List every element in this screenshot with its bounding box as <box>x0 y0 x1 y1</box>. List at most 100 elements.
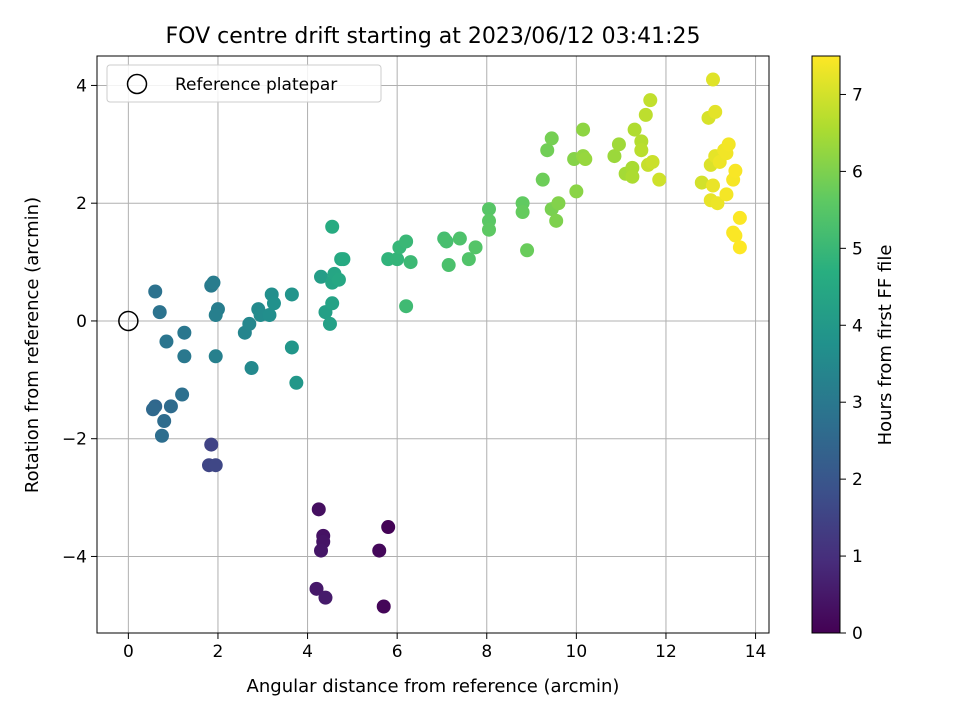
data-point <box>159 334 174 349</box>
data-point <box>399 234 414 249</box>
x-tick-label: 0 <box>123 642 134 662</box>
data-point <box>177 349 192 364</box>
data-point <box>643 93 658 108</box>
data-point <box>309 581 324 596</box>
data-point <box>706 178 720 193</box>
data-point <box>376 599 391 614</box>
colorbar-tick-label: 7 <box>852 85 863 105</box>
data-point <box>625 169 640 184</box>
data-point <box>551 196 566 211</box>
x-tick-label: 8 <box>481 642 492 662</box>
data-point <box>372 543 387 558</box>
x-tick-label: 12 <box>655 642 677 662</box>
data-point <box>578 152 593 167</box>
data-point <box>314 543 328 558</box>
data-point <box>262 308 277 323</box>
data-point <box>638 107 653 122</box>
data-point <box>403 255 418 270</box>
x-tick-label: 4 <box>302 642 313 662</box>
data-point <box>535 172 550 187</box>
data-point <box>439 234 454 249</box>
y-tick-label: 2 <box>76 194 87 214</box>
data-point <box>325 296 340 311</box>
x-tick-label: 2 <box>213 642 224 662</box>
data-point <box>634 143 649 158</box>
data-points <box>146 72 747 614</box>
data-point <box>576 122 591 137</box>
data-point <box>204 437 219 452</box>
legend: Reference platepar <box>106 64 382 103</box>
data-point <box>244 361 259 376</box>
data-point <box>242 316 257 331</box>
y-axis-label: Rotation from reference (arcmin) <box>22 197 43 493</box>
data-point <box>721 137 736 152</box>
data-point <box>607 149 622 164</box>
data-point <box>468 240 483 255</box>
x-tick-label: 14 <box>745 642 767 662</box>
data-point <box>208 349 223 364</box>
legend-marker <box>126 73 148 95</box>
gridlines <box>97 56 769 633</box>
data-point <box>710 196 725 211</box>
data-point <box>208 308 223 323</box>
x-axis-ticks: 0 2 4 6 8 10 12 14 <box>123 633 766 662</box>
data-point <box>728 228 743 243</box>
colorbar-tick-label: 5 <box>852 239 863 259</box>
data-point <box>289 375 304 390</box>
data-point <box>728 163 743 178</box>
data-point <box>706 72 720 87</box>
x-tick-label: 6 <box>392 642 403 662</box>
y-axis-ticks: −4 −2 0 2 4 <box>62 76 97 567</box>
data-point <box>452 231 467 246</box>
colorbar-gradient <box>811 55 841 634</box>
data-point <box>175 387 190 402</box>
data-point <box>325 219 340 234</box>
colorbar-tick-label: 2 <box>852 470 863 490</box>
data-point <box>266 296 281 311</box>
legend-label: Reference platepar <box>175 75 337 95</box>
colorbar-tick-label: 0 <box>852 624 863 644</box>
y-tick-label: −2 <box>62 430 87 450</box>
plot-frame <box>96 55 770 634</box>
data-point <box>148 284 163 299</box>
data-point <box>544 131 559 146</box>
data-point <box>206 275 221 290</box>
data-point <box>157 414 172 429</box>
colorbar-label: Hours from first FF file <box>875 245 896 446</box>
reference-point-marker <box>118 310 139 332</box>
data-point <box>441 258 456 273</box>
x-tick-label: 10 <box>566 642 588 662</box>
data-point <box>390 252 405 267</box>
data-point <box>652 172 667 187</box>
data-point <box>645 154 660 169</box>
data-point <box>719 187 734 202</box>
data-point <box>611 137 626 152</box>
data-point <box>708 104 723 119</box>
data-point <box>208 458 223 473</box>
data-point <box>569 184 584 199</box>
legend-box <box>106 64 382 103</box>
data-point <box>461 252 476 267</box>
data-point <box>146 402 160 417</box>
x-axis-label: Angular distance from reference (arcmin) <box>247 676 620 697</box>
data-point <box>154 428 169 443</box>
data-point <box>314 269 328 284</box>
colorbar-tick-label: 6 <box>852 162 863 182</box>
data-point <box>694 175 709 190</box>
colorbar-ticks: 0 1 2 3 4 5 6 7 <box>840 85 863 644</box>
data-point <box>284 340 299 355</box>
data-point <box>627 122 642 137</box>
data-point <box>152 305 167 320</box>
data-point <box>322 316 337 331</box>
data-point <box>482 202 496 217</box>
data-point <box>520 243 535 258</box>
data-point <box>549 213 564 228</box>
data-point <box>540 143 555 158</box>
data-point <box>331 272 346 287</box>
data-point <box>177 325 192 340</box>
data-point <box>381 520 396 535</box>
y-tick-label: 0 <box>76 312 87 332</box>
data-point <box>515 205 530 220</box>
y-tick-label: −4 <box>62 547 87 567</box>
